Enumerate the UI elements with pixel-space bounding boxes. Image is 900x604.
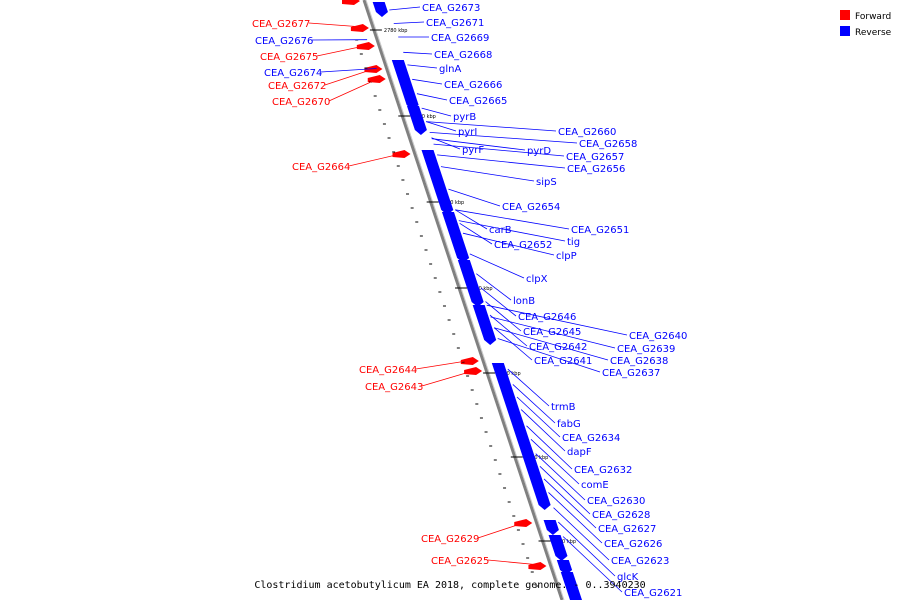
- reverse-gene-shape: [373, 2, 388, 17]
- gene-connector: [488, 560, 541, 565]
- gene-label-reverse: pyrF: [462, 145, 484, 156]
- gene-connector: [389, 7, 420, 10]
- gene-connector: [426, 122, 556, 131]
- gene-label-reverse: pyrB: [453, 112, 476, 123]
- gene-label-reverse: CEA_G2646: [518, 312, 576, 323]
- genome-caption: Clostridium acetobutylicum EA 2018, comp…: [254, 580, 645, 591]
- gene-connector: [309, 23, 363, 27]
- gene-label-forward: CEA_G2629: [421, 534, 479, 545]
- gene-label-forward: CEA_G2677: [252, 19, 310, 30]
- gene-label-reverse: CEA_G2654: [502, 202, 560, 213]
- gene-label-reverse: CEA_G2656: [567, 164, 625, 175]
- gene-label-reverse: fabG: [557, 419, 581, 430]
- forward-gene-shape: [342, 0, 360, 5]
- gene-label-reverse: CEA_G2658: [579, 139, 637, 150]
- gene-connector: [349, 153, 405, 166]
- gene-label-reverse: CEA_G2626: [604, 539, 662, 550]
- gene-label-reverse: CEA_G2660: [558, 127, 616, 138]
- gene-connector: [325, 68, 377, 85]
- gene-connector: [441, 167, 534, 181]
- gene-label-forward: CEA_G2675: [260, 52, 318, 63]
- gene-label-reverse: CEA_G2674: [264, 68, 322, 79]
- legend-reverse-label: Reverse: [855, 28, 892, 38]
- gene-label-reverse: glnA: [439, 64, 461, 75]
- reverse-gene-shape: [392, 60, 419, 110]
- gene-label-reverse: clpP: [556, 251, 577, 262]
- gene-label-reverse: CEA_G2651: [571, 225, 629, 236]
- gene-connector: [459, 221, 565, 241]
- gene-label-reverse: CEA_G2669: [431, 33, 489, 44]
- gene-label-reverse: CEA_G2627: [598, 524, 656, 535]
- gene-connector: [470, 254, 524, 278]
- gene-connector: [412, 79, 442, 84]
- legend-forward-label: Forward: [855, 12, 891, 22]
- gene-label-reverse: CEA_G2673: [422, 3, 480, 14]
- gene-label-reverse: tig: [567, 237, 580, 248]
- gene-connector: [417, 94, 447, 100]
- reverse-gene-shape: [544, 520, 559, 535]
- gene-label-reverse: CEA_G2634: [562, 433, 620, 444]
- gene-connector: [403, 52, 432, 54]
- gene-label-reverse: comE: [581, 480, 609, 491]
- gene-label-reverse: CEA_G2628: [592, 510, 650, 521]
- gene-label-reverse: trmB: [551, 402, 576, 413]
- gene-label-forward: CEA_G2644: [359, 365, 417, 376]
- gene-label-reverse: clpX: [526, 274, 548, 285]
- gene-label-reverse: CEA_G2657: [566, 152, 624, 163]
- forward-gene-shape: [528, 562, 546, 570]
- legend-forward-swatch: [840, 10, 850, 20]
- legend-reverse-swatch: [840, 26, 850, 36]
- gene-label-forward: CEA_G2625: [431, 556, 489, 567]
- gene-label-reverse: CEA_G2665: [449, 96, 507, 107]
- gene-label-reverse: CEA_G2641: [534, 356, 592, 367]
- gene-connector: [416, 360, 473, 369]
- reverse-gene-shape: [442, 212, 469, 263]
- gene-label-reverse: CEA_G2652: [494, 240, 552, 251]
- tick-label: 2780 kbp: [384, 28, 408, 34]
- gene-label-reverse: CEA_G2668: [434, 50, 492, 61]
- gene-label-reverse: CEA_G2632: [574, 465, 632, 476]
- gene-label-forward: CEA_G2672: [268, 81, 326, 92]
- reverse-gene-shape: [407, 106, 427, 135]
- gene-label-reverse: CEA_G2639: [617, 344, 675, 355]
- gene-label-forward: CEA_G2664: [292, 162, 350, 173]
- gene-label-reverse: CEA_G2671: [426, 18, 484, 29]
- gene-label-reverse: CEA_G2630: [587, 496, 645, 507]
- gene-label-reverse: sipS: [536, 177, 557, 188]
- gene-connector: [394, 22, 424, 24]
- gene-label-reverse: pyrD: [527, 146, 551, 157]
- gene-label-reverse: CEA_G2645: [523, 327, 581, 338]
- gene-label-reverse: pyrI: [458, 127, 477, 138]
- gene-connector: [422, 370, 476, 386]
- gene-label-reverse: CEA_G2642: [529, 342, 587, 353]
- gene-label-forward: CEA_G2670: [272, 97, 330, 108]
- gene-label-reverse: dapF: [567, 447, 592, 458]
- gene-label-forward: CEA_G2643: [365, 382, 423, 393]
- gene-label-reverse: CEA_G2638: [610, 356, 668, 367]
- gene-label-reverse: CEA_G2676: [255, 36, 313, 47]
- gene-connector: [407, 65, 437, 68]
- forward-gene-shape: [351, 24, 369, 32]
- gene-label-reverse: lonB: [513, 296, 535, 307]
- legend: Forward Reverse: [840, 10, 892, 38]
- gene-label-reverse: CEA_G2666: [444, 80, 502, 91]
- gene-label-reverse: CEA_G2637: [602, 368, 660, 379]
- gene-label-reverse: carB: [489, 225, 512, 236]
- reverse-gene-shape: [534, 490, 551, 510]
- forward-gene-shape: [461, 357, 479, 365]
- gene-label-reverse: CEA_G2623: [611, 556, 669, 567]
- gene-label-reverse: CEA_G2640: [629, 331, 687, 342]
